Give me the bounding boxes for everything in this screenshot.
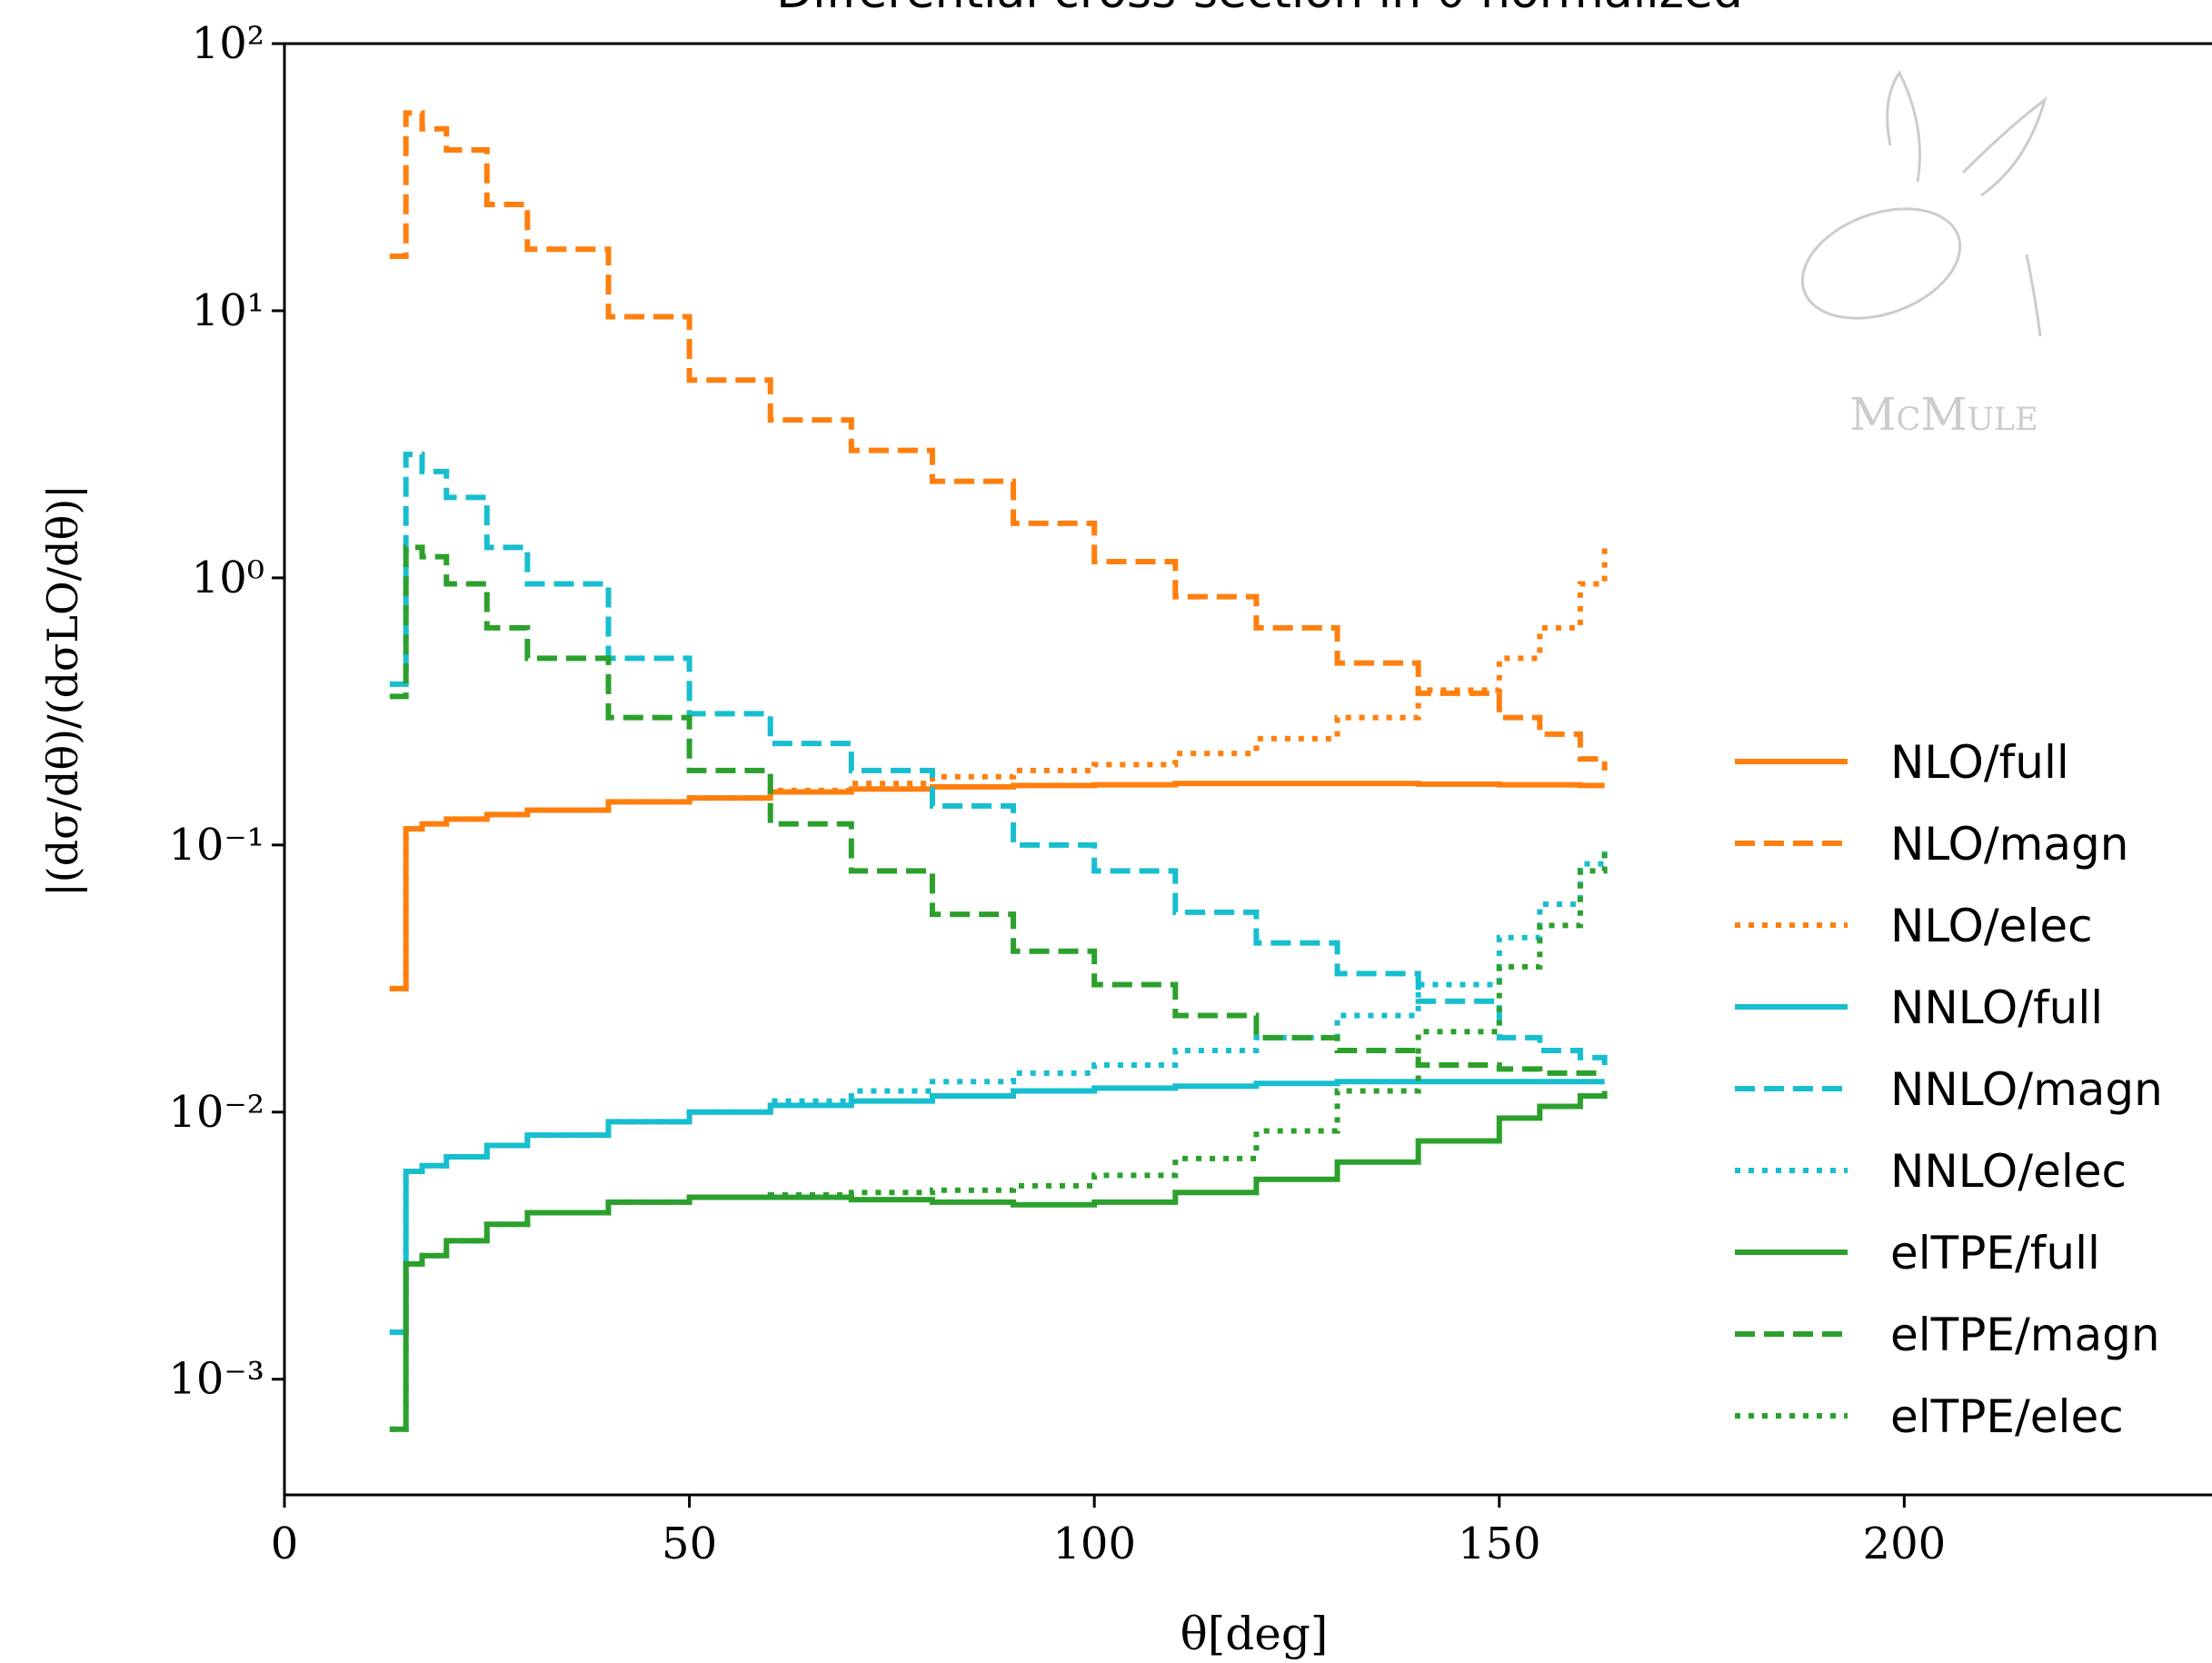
- y-tick-label: 10⁻¹: [168, 820, 264, 871]
- y-tick-label: 10¹: [192, 285, 264, 336]
- chart-title: Differential cross-section in θ normaliz…: [776, 0, 1743, 19]
- y-axis-label: |(dσ/dθ)/(dσLO/dθ)|: [38, 484, 87, 897]
- legend-label: elTPE/elec: [1890, 1390, 2124, 1443]
- watermark: McMule: [1849, 388, 2038, 441]
- x-tick-label: 100: [1052, 1519, 1136, 1569]
- x-tick-label: 200: [1863, 1519, 1947, 1569]
- series-line: [389, 781, 1605, 991]
- legend-label: NNLO/full: [1890, 981, 2103, 1034]
- y-tick-label: 10⁻²: [168, 1087, 264, 1138]
- watermark-logo: [1800, 70, 2048, 337]
- series-line: [389, 1090, 1608, 1432]
- x-tick-label: 50: [662, 1519, 717, 1569]
- legend-label: NNLO/magn: [1890, 1063, 2163, 1116]
- series-line: [389, 110, 1608, 771]
- legend-label: NLO/elec: [1890, 900, 2093, 952]
- series-line: [389, 547, 1608, 991]
- legend-label: elTPE/full: [1890, 1227, 2100, 1280]
- legend-label: NLO/magn: [1890, 818, 2128, 871]
- series-line: [389, 1079, 1605, 1335]
- y-tick-label: 10⁻³: [168, 1354, 264, 1405]
- series-line: [389, 544, 1605, 1076]
- x-tick-label: 0: [271, 1519, 299, 1569]
- legend-label: elTPE/magn: [1890, 1309, 2160, 1361]
- x-axis-label: θ[deg]: [1181, 1608, 1329, 1660]
- legend-label: NLO/full: [1890, 736, 2069, 789]
- plot-area: [389, 110, 1608, 1432]
- y-tick-label: 10⁰: [192, 553, 264, 603]
- series-line: [389, 844, 1608, 1432]
- y-tick-label: 10²: [192, 18, 264, 69]
- x-tick-label: 150: [1458, 1519, 1541, 1569]
- series-line: [389, 451, 1608, 1066]
- series-line: [389, 844, 1608, 1335]
- legend-label: NNLO/elec: [1890, 1145, 2127, 1198]
